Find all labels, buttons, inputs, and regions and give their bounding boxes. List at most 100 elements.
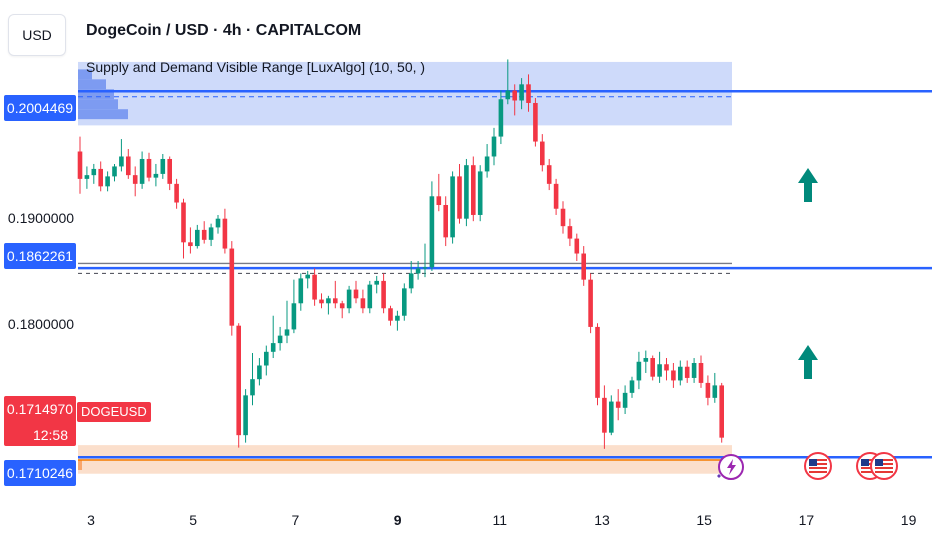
lightning-icon[interactable] (717, 454, 744, 480)
candle (353, 280, 359, 304)
candle-body (595, 326, 600, 398)
candle-body (691, 363, 697, 378)
time-axis-label: 19 (900, 512, 917, 528)
candle-body (609, 401, 614, 433)
candle (153, 163, 159, 187)
candle-body (622, 392, 628, 408)
time-axis-label: 17 (798, 512, 815, 528)
candle (422, 243, 428, 278)
candle-body (374, 280, 379, 285)
profile-bar (78, 460, 82, 470)
candle-body (498, 99, 504, 137)
candle-body (367, 284, 373, 309)
candle-body (284, 329, 290, 336)
candle-body (505, 90, 511, 100)
current-price-tag: 0.1714970 12:58 (4, 396, 76, 446)
profile-bar (78, 69, 92, 80)
candle (298, 273, 304, 311)
candle-body (333, 298, 338, 304)
candle-body (222, 218, 228, 249)
time-axis-label: 9 (393, 512, 402, 528)
candle (388, 305, 393, 326)
candle-body (126, 156, 131, 176)
candle-body (98, 168, 103, 187)
time-axis-label: 15 (696, 512, 712, 528)
candle (181, 198, 186, 259)
candle-body (546, 165, 552, 184)
candle (215, 214, 221, 234)
candle (533, 98, 538, 147)
chart-title: DogeCoin / USD · 4h · CAPITALCOM (86, 22, 362, 39)
candle (546, 158, 552, 191)
time-axis-label: 11 (492, 512, 508, 528)
candle-body (250, 379, 255, 396)
candle (264, 345, 269, 376)
candle (174, 178, 179, 209)
currency-button[interactable]: USD (8, 14, 66, 56)
candle-body (112, 166, 117, 177)
candle-body (181, 202, 186, 243)
levels-layer (78, 89, 932, 461)
candle (195, 224, 200, 249)
candle (381, 273, 386, 314)
candle (643, 350, 649, 373)
candle-body (298, 278, 304, 304)
candle (712, 372, 718, 403)
candle (615, 389, 621, 421)
candle (360, 289, 366, 314)
candle (160, 153, 166, 179)
candle-body (160, 158, 166, 174)
candle (512, 84, 517, 116)
candle-body (671, 370, 676, 381)
candle (339, 300, 345, 319)
time-axis-label: 7 (291, 512, 300, 528)
candle-body (484, 156, 490, 172)
candle-body (346, 289, 352, 309)
candle (415, 260, 421, 280)
candle-body (291, 303, 297, 330)
indicator-legend[interactable]: Supply and Demand Visible Range [LuxAlgo… (86, 59, 426, 75)
candle-body (657, 364, 662, 377)
volume-profile (78, 69, 128, 470)
candle (188, 227, 193, 254)
candle (581, 246, 586, 286)
candle-body (146, 158, 152, 178)
current-price: 0.1714970 (6, 401, 74, 417)
candle-body (319, 299, 324, 304)
events-layer[interactable] (717, 452, 898, 480)
candle-body (581, 253, 586, 280)
profile-bar (78, 79, 106, 90)
us-flag-icon[interactable] (804, 452, 832, 480)
candle (326, 295, 331, 315)
candle (719, 382, 724, 443)
candle (457, 163, 462, 224)
candle (222, 208, 228, 254)
candle-body (422, 267, 428, 269)
candle-body (395, 315, 400, 321)
candle (270, 315, 276, 359)
candle (126, 149, 131, 179)
candle-body (457, 176, 462, 219)
candle-body (553, 183, 559, 209)
candle (622, 385, 628, 415)
candle-body (471, 165, 476, 215)
candle (146, 152, 152, 182)
candle (588, 273, 593, 334)
candle-body (201, 229, 207, 240)
candle (229, 241, 235, 336)
candle-body (326, 298, 331, 304)
candle (84, 166, 90, 189)
us-flag-icon[interactable] (870, 452, 898, 480)
candle-body (588, 279, 593, 327)
candle (671, 363, 676, 388)
candle-body (719, 385, 724, 438)
candle (526, 74, 531, 112)
candle-body (519, 84, 524, 101)
candle (257, 358, 262, 386)
supply-zone (78, 61, 732, 126)
candle-body (174, 183, 179, 203)
candle (705, 375, 711, 406)
candle (664, 358, 669, 381)
candle-body (615, 401, 621, 408)
